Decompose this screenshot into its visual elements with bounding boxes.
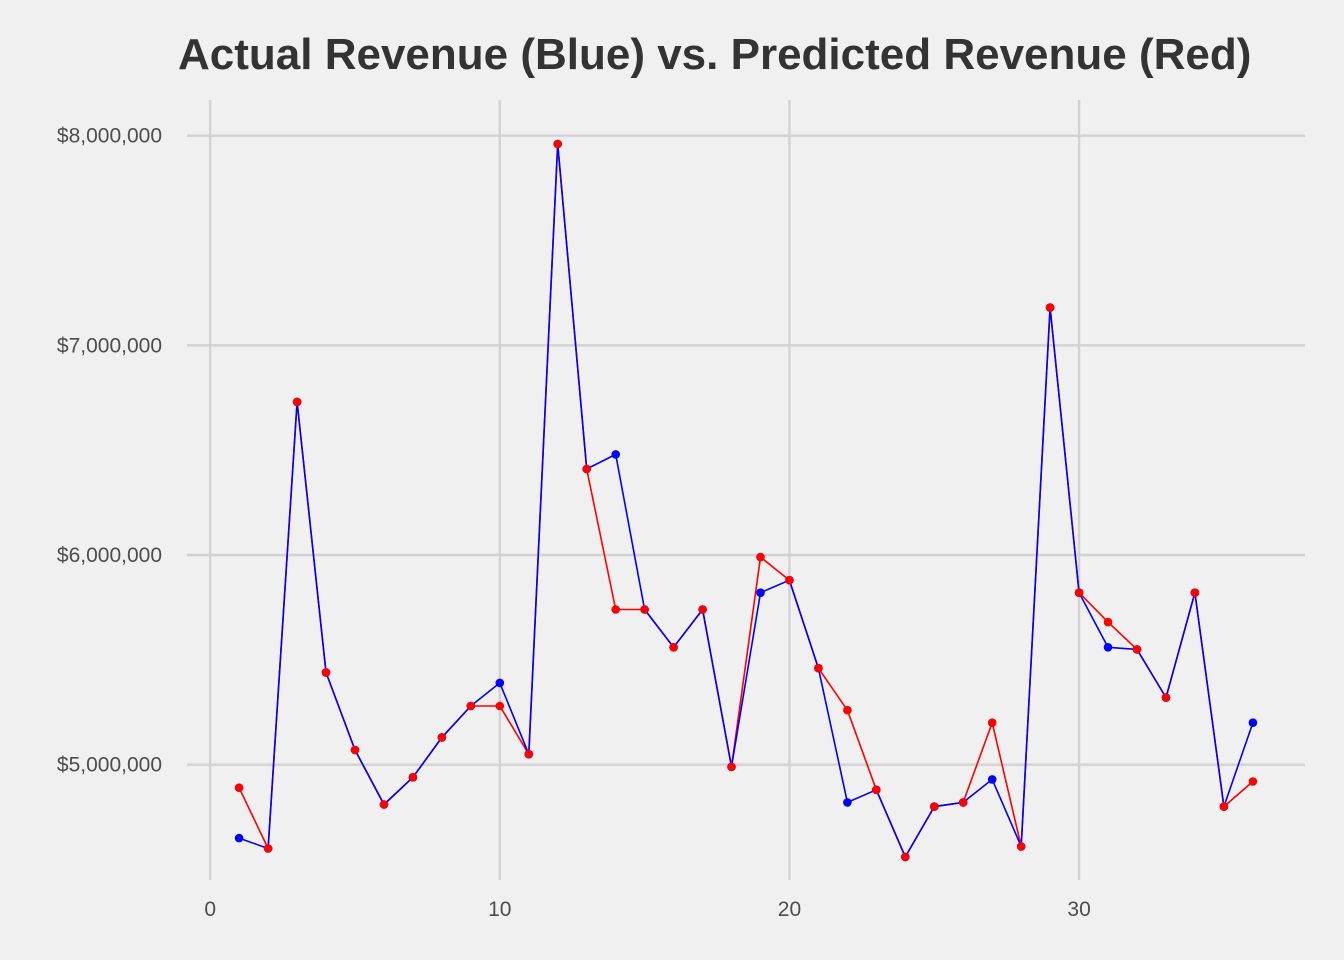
predicted-point	[698, 605, 707, 614]
x-tick-label: 10	[488, 898, 511, 921]
predicted-point	[1016, 842, 1026, 851]
predicted-point	[582, 464, 591, 474]
x-tick-label: 30	[1067, 898, 1090, 921]
x-tick-label: 20	[778, 898, 801, 921]
y-tick-label: $8,000,000	[57, 125, 162, 148]
predicted-point	[987, 718, 997, 727]
series-lines	[238, 143, 1254, 858]
predicted-point	[843, 705, 852, 715]
actual-point	[1248, 718, 1258, 727]
y-tick-label: $5,000,000	[57, 754, 162, 777]
predicted-point	[1132, 645, 1142, 654]
predicted-series-line	[238, 143, 1254, 858]
predicted-point	[379, 800, 389, 809]
predicted-point	[1103, 617, 1113, 627]
predicted-point	[756, 552, 765, 562]
predicted-point	[901, 852, 910, 862]
predicted-point	[553, 139, 562, 149]
x-tick-label: 0	[204, 898, 216, 921]
predicted-point	[524, 749, 534, 759]
predicted-point	[1219, 802, 1229, 811]
actual-series-line	[238, 143, 1254, 858]
predicted-point	[466, 701, 476, 711]
series-points	[234, 139, 1258, 862]
predicted-point	[1045, 303, 1055, 312]
predicted-point	[234, 783, 244, 792]
grid-lines	[187, 100, 1305, 880]
actual-point	[611, 450, 620, 459]
predicted-point	[350, 745, 360, 755]
predicted-point	[292, 397, 302, 407]
predicted-point	[640, 605, 649, 614]
predicted-point	[611, 605, 620, 614]
actual-point	[234, 833, 244, 843]
predicted-point	[263, 844, 273, 853]
predicted-point	[872, 785, 881, 795]
predicted-point	[814, 663, 823, 673]
predicted-point	[1248, 777, 1258, 786]
predicted-point	[785, 575, 794, 585]
predicted-point	[727, 762, 736, 772]
predicted-point	[1190, 588, 1200, 597]
predicted-point	[958, 798, 968, 807]
actual-point	[987, 775, 997, 784]
actual-point	[495, 678, 505, 688]
actual-point	[1103, 643, 1113, 652]
predicted-point	[321, 668, 331, 677]
actual-point	[843, 798, 852, 807]
axis-tick-labels: 0 10 20 30 $5,000,000 $6,000,000 $7,000,000 $8,…	[57, 125, 1091, 921]
predicted-point	[669, 643, 678, 652]
predicted-point	[437, 733, 447, 742]
predicted-point	[495, 701, 505, 711]
predicted-point	[930, 802, 939, 811]
actual-point	[756, 588, 765, 597]
predicted-point	[1161, 693, 1171, 702]
predicted-point	[408, 773, 418, 782]
y-tick-label: $7,000,000	[57, 334, 162, 357]
predicted-point	[1074, 588, 1084, 597]
chart-title: Actual Revenue (Blue) vs. Predicted Reve…	[178, 30, 1252, 79]
y-tick-label: $6,000,000	[57, 544, 162, 567]
